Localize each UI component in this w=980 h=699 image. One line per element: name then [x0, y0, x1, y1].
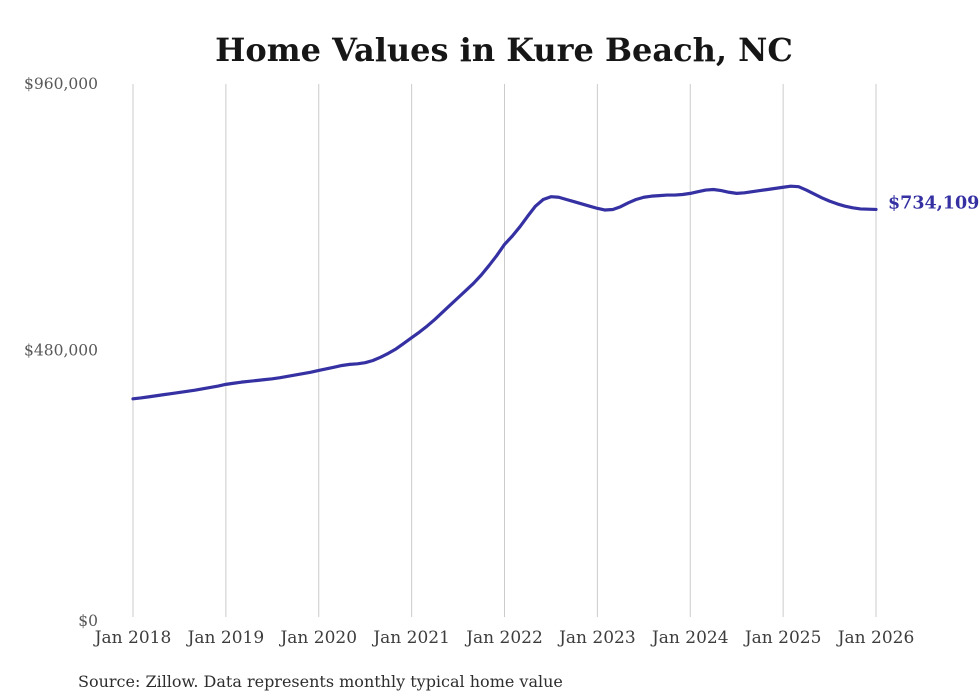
home-value-series-line: [131, 184, 878, 401]
y-tick-label: $480,000: [24, 342, 98, 360]
y-axis-tick-labels: $960,000 $480,000 $0: [24, 75, 98, 630]
x-tick-label: Jan 2022: [464, 628, 543, 648]
x-tick-label: Jan 2020: [278, 628, 357, 648]
source-note: Source: Zillow. Data represents monthly …: [78, 672, 563, 691]
y-tick-label: $960,000: [24, 75, 98, 93]
x-tick-label: Jan 2018: [93, 628, 172, 648]
x-tick-label: Jan 2021: [371, 628, 450, 648]
gridlines: [132, 84, 877, 617]
x-tick-label: Jan 2023: [557, 628, 636, 648]
x-tick-label: Jan 2026: [836, 628, 915, 648]
x-tick-label: Jan 2024: [650, 628, 729, 648]
last-value-label: $734,109: [888, 193, 979, 213]
chart-title: Home Values in Kure Beach, NC: [215, 31, 793, 69]
x-axis-tick-labels: Jan 2018 Jan 2019 Jan 2020 Jan 2021 Jan 2022…: [93, 628, 915, 648]
x-tick-label: Jan 2019: [186, 628, 265, 648]
y-tick-label: $0: [78, 612, 98, 630]
x-tick-label: Jan 2025: [743, 628, 822, 648]
